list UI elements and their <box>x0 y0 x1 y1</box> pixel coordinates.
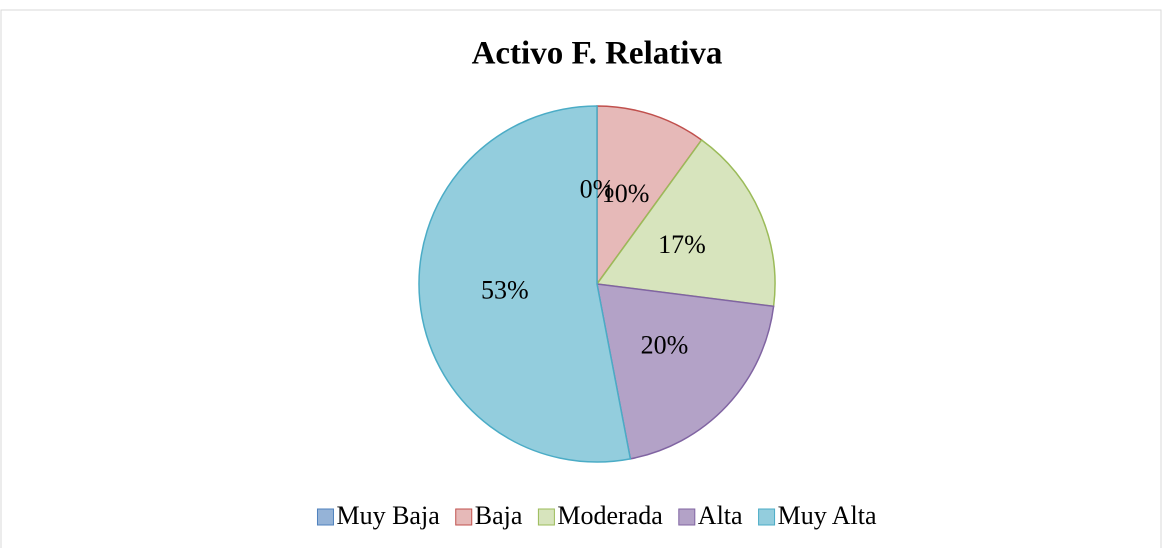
legend-label: Muy Alta <box>778 501 877 530</box>
legend-label: Muy Baja <box>336 501 440 530</box>
data-label: 20% <box>641 330 689 359</box>
data-label: 0% <box>580 174 615 203</box>
data-label: 53% <box>481 276 529 305</box>
data-label: 17% <box>658 230 706 259</box>
legend-label: Moderada <box>557 501 663 530</box>
legend-marker <box>678 508 696 526</box>
pie-slice <box>418 105 632 463</box>
legend-marker <box>316 508 334 526</box>
legend-label: Alta <box>698 501 743 530</box>
chart-title: Activo F. Relativa <box>472 36 723 72</box>
legend-label: Baja <box>475 501 523 530</box>
pie-slice <box>596 105 703 287</box>
pie-slice <box>595 138 776 308</box>
legend-marker <box>537 508 555 526</box>
legend-marker <box>455 508 473 526</box>
data-label: 10% <box>602 179 650 208</box>
legend-marker <box>758 508 776 526</box>
pie-slice <box>596 283 775 460</box>
legend: Muy Baja Baja Moderada Alta Muy Alta <box>316 501 877 530</box>
